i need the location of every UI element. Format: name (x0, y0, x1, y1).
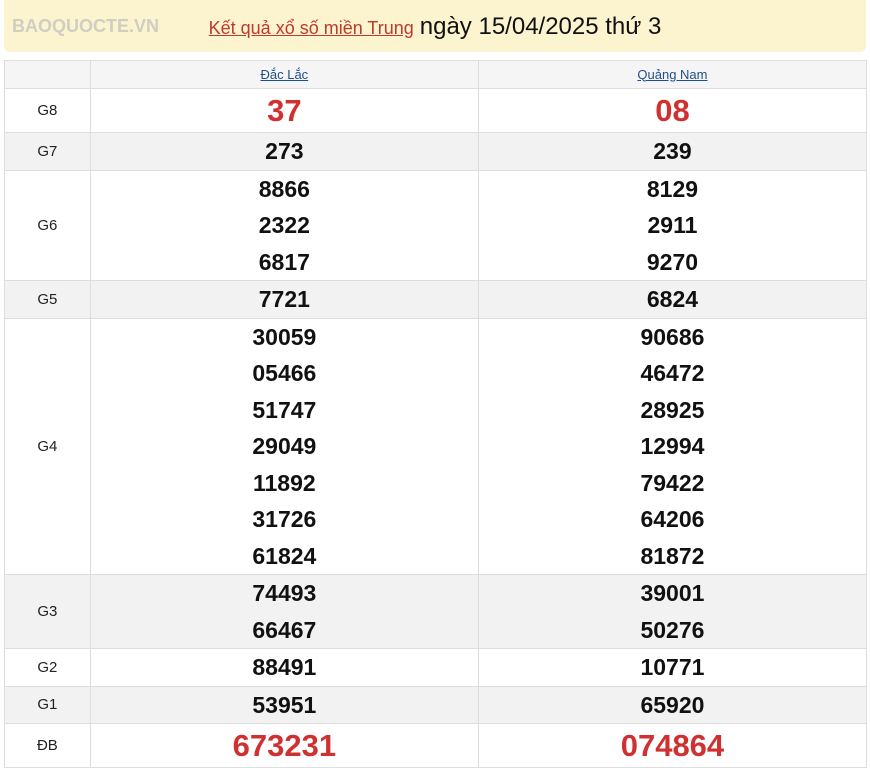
prize-number: 39001 (640, 580, 705, 606)
prize-cell: 74493 66467 (89, 574, 479, 649)
prize-number: 10771 (640, 654, 705, 680)
prize-number: 51747 (252, 396, 317, 423)
prize-cell: 88491 (89, 648, 479, 687)
prize-number: 50276 (640, 616, 705, 643)
prize-label: G2 (4, 648, 91, 687)
prize-cell: 7721 (89, 280, 479, 319)
table-row: G7 273 239 (4, 132, 868, 171)
table-row: ĐB 673231 074864 (4, 723, 868, 768)
prize-label: G1 (4, 685, 91, 724)
prize-number: 74493 (252, 580, 317, 606)
table-row: G6 8866 2322 6817 8129 2911 9270 (4, 169, 868, 281)
prize-number: 6824 (646, 286, 699, 312)
prize-label: ĐB (4, 723, 91, 768)
table-row: G2 88491 10771 (4, 648, 868, 687)
prize-cell: 65920 (477, 685, 868, 724)
results-date: ngày 15/04/2025 thứ 3 (419, 13, 662, 40)
prize-number: 31726 (252, 506, 317, 532)
prize-cell: 273 (89, 132, 479, 171)
prize-cell: 074864 (477, 723, 868, 768)
prize-number: 65920 (640, 691, 705, 718)
prize-number: 239 (653, 138, 692, 164)
table-row: G5 7721 6824 (4, 280, 868, 319)
prize-number: 37 (267, 93, 302, 128)
table-header-row: Đắc Lắc Quảng Nam (4, 60, 868, 89)
table-row: G3 74493 66467 39001 50276 (4, 574, 868, 649)
watermark: BAOQUOCTE.VN (12, 16, 160, 36)
prize-number: 2911 (647, 212, 698, 238)
prize-number: 29049 (252, 433, 317, 459)
prize-cell: 53951 (89, 685, 479, 724)
prize-label: G7 (4, 132, 91, 171)
table-row: G4 30059 05466 51747 29049 11892 31726 61824 906… (4, 317, 868, 575)
prize-cell: 239 (477, 132, 868, 171)
prize-number: 8129 (646, 175, 699, 202)
prize-number: 6817 (258, 248, 310, 275)
prize-number: 11892 (252, 469, 316, 496)
results-link[interactable]: Kết quả xổ số miền Trung (208, 18, 414, 38)
prize-number: 074864 (620, 728, 725, 763)
province-link-quang-nam[interactable]: Quảng Nam (637, 66, 708, 82)
prize-label: G5 (4, 280, 91, 319)
prize-number: 05466 (252, 360, 317, 386)
prize-number: 66467 (252, 616, 317, 643)
prize-number: 2322 (258, 212, 310, 238)
prize-number: 90686 (640, 323, 705, 350)
results-table: Đắc Lắc Quảng Nam G8 37 08 G7 273 239 G6 8866 23… (4, 60, 868, 768)
prize-number: 7721 (258, 286, 310, 312)
prize-label: G4 (4, 317, 91, 575)
prize-label: G8 (4, 88, 91, 133)
prize-label: G3 (4, 574, 91, 649)
prize-cell: 673231 (89, 723, 479, 768)
prize-cell: 08 (477, 88, 868, 133)
prize-number: 53951 (252, 691, 317, 718)
prize-number: 46472 (640, 360, 705, 386)
prize-number: 8866 (258, 175, 310, 202)
prize-label: G6 (4, 169, 91, 281)
province-link-dac-lac[interactable]: Đắc Lắc (260, 66, 309, 82)
results-header: Kết quả xổ số miền Trung ngày 15/04/2025 … (4, 0, 866, 52)
table-row: G1 53951 65920 (4, 685, 868, 724)
prize-number: 61824 (252, 542, 317, 569)
prize-cell: 8866 2322 6817 (89, 169, 479, 281)
prize-number: 12994 (640, 433, 705, 459)
prize-cell: 10771 (477, 648, 868, 687)
prize-cell: 37 (89, 88, 479, 133)
prize-cell: 6824 (477, 280, 868, 319)
prize-number: 81872 (640, 542, 705, 569)
prize-number: 28925 (640, 396, 705, 423)
prize-cell: 8129 2911 9270 (477, 169, 868, 281)
prize-number: 79422 (640, 469, 705, 496)
prize-cell: 39001 50276 (477, 574, 868, 649)
prize-number: 273 (265, 138, 304, 164)
prize-number: 9270 (646, 248, 699, 275)
prize-number: 64206 (640, 506, 705, 532)
table-row: G8 37 08 (4, 88, 868, 133)
prize-cell: 90686 46472 28925 12994 79422 64206 81872 (477, 317, 868, 575)
prize-cell: 30059 05466 51747 29049 11892 31726 61824 (89, 317, 479, 575)
prize-number: 30059 (252, 323, 317, 350)
prize-number: 08 (655, 93, 690, 128)
prize-number: 673231 (232, 728, 337, 763)
prize-number: 88491 (252, 654, 317, 680)
